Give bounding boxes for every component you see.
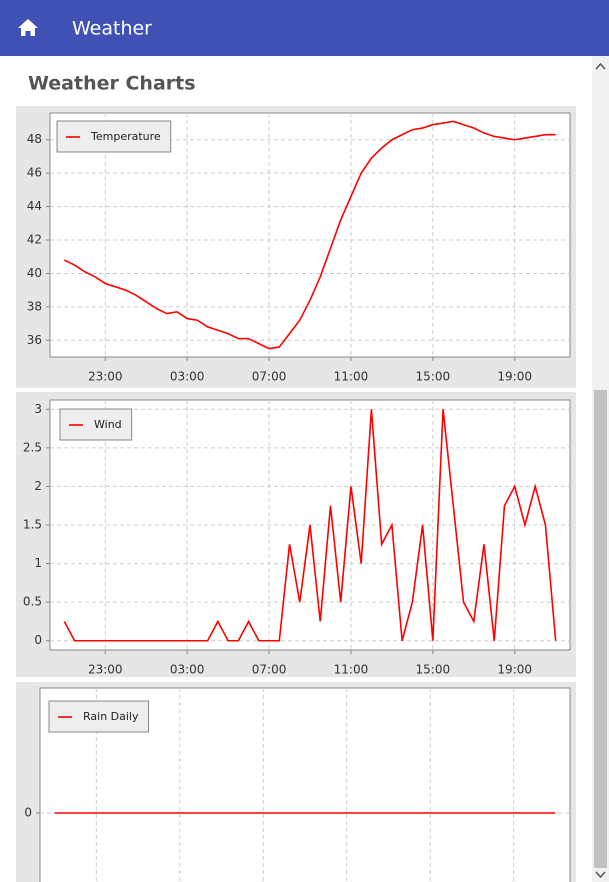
- x-tick-label: 23:00: [88, 370, 123, 384]
- y-tick-label: 46: [27, 166, 42, 180]
- y-tick-label: 44: [27, 199, 42, 213]
- x-tick-label: 23:00: [88, 663, 123, 677]
- home-icon[interactable]: [18, 19, 38, 36]
- y-tick-label: 2.5: [23, 440, 42, 454]
- chart-panel: 36 38 40 42 44 46 48 23:00 03:00 07:00 11:00 15:00 1…: [16, 106, 576, 388]
- legend: Rain Daily: [48, 700, 149, 733]
- y-tick-label: 42: [27, 233, 42, 247]
- legend: Temperature: [56, 120, 172, 153]
- chart-panel: 0 Rain Daily: [16, 682, 576, 882]
- page-heading: Weather Charts: [28, 73, 196, 95]
- chart-panel: 0 0.5 1 1.5 2 2.5 3 23:00 03:00 07:00 11:00 15:00 19…: [16, 392, 576, 677]
- y-tick-label: 1.5: [23, 518, 42, 532]
- line-series: [63, 409, 557, 642]
- app-bar: [0, 0, 609, 56]
- x-tick-label: 07:00: [252, 663, 287, 677]
- x-tick-label: 03:00: [170, 370, 205, 384]
- x-tick-label: 15:00: [416, 370, 451, 384]
- y-tick-label: 2: [34, 479, 42, 493]
- scrollbar-thumb[interactable]: [594, 390, 607, 868]
- scroll-up-arrow[interactable]: [595, 62, 606, 70]
- app-title: Weather: [72, 18, 152, 40]
- y-tick-label: 1: [34, 556, 42, 570]
- x-tick-label: 19:00: [497, 663, 532, 677]
- line-series: [63, 120, 556, 350]
- y-tick-label: 3: [34, 402, 42, 416]
- x-tick-label: 03:00: [170, 663, 205, 677]
- x-tick-label: 07:00: [252, 370, 287, 384]
- x-tick-label: 11:00: [334, 663, 369, 677]
- x-tick-label: 19:00: [497, 370, 532, 384]
- y-tick-label: 0: [24, 806, 32, 820]
- x-tick-label: 15:00: [416, 663, 451, 677]
- y-tick-label: 48: [27, 132, 42, 146]
- plot-area: [49, 112, 571, 358]
- scroll-down-arrow[interactable]: [595, 871, 606, 879]
- x-tick-label: 11:00: [334, 370, 369, 384]
- legend-label: Wind: [94, 418, 122, 431]
- legend-label: Rain Daily: [83, 710, 139, 723]
- y-tick-label: 0.5: [23, 595, 42, 609]
- y-tick-label: 38: [27, 299, 42, 313]
- legend: Wind: [59, 408, 133, 441]
- y-tick-label: 40: [27, 266, 42, 280]
- y-tick-label: 0: [34, 633, 42, 647]
- y-tick-label: 36: [27, 333, 42, 347]
- legend-label: Temperature: [90, 130, 161, 143]
